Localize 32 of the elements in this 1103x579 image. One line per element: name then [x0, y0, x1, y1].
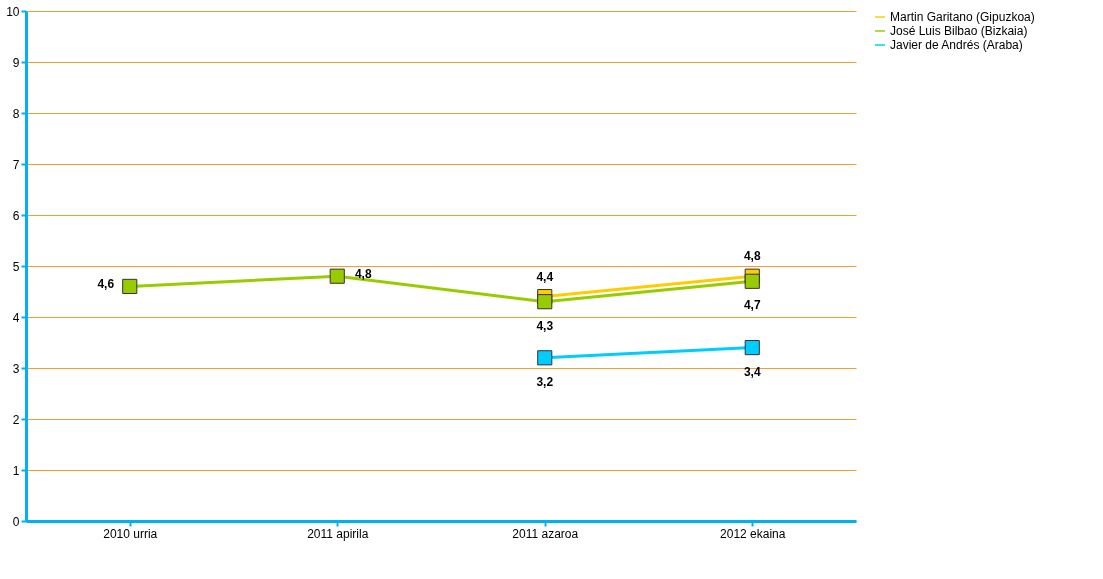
data-label: 4,7 [743, 298, 761, 313]
y-tick-label: 4 [12, 310, 20, 325]
point [744, 340, 760, 356]
x-tick-label: 2011 apirila [307, 526, 369, 541]
data-label: 3,2 [536, 374, 554, 389]
data-label: 3,4 [743, 364, 761, 379]
data-label: 4,6 [97, 277, 115, 292]
legend-label: Javier de Andrés (Araba) [890, 38, 1023, 52]
y-tick-label: 3 [12, 361, 20, 376]
point [537, 350, 553, 366]
y-tick-label: 7 [12, 157, 20, 172]
y-tick-label: 5 [12, 259, 20, 274]
y-tick-label: 9 [12, 55, 20, 70]
y-tick-label: 8 [12, 106, 20, 121]
point [744, 273, 760, 289]
x-tick-label: 2010 urria [103, 526, 158, 541]
legend-label: Martin Garitano (Gipuzkoa) [890, 10, 1035, 24]
point [329, 268, 345, 284]
y-tick-label: 10 [6, 4, 20, 19]
data-label: 4,3 [536, 318, 554, 333]
y-tick-label: 1 [12, 463, 20, 478]
x-tick-label: 2012 ekaina [720, 526, 786, 541]
data-label: 4,8 [354, 267, 372, 282]
point [537, 294, 553, 310]
y-tick-label: 0 [12, 514, 20, 529]
y-tick-label: 2 [12, 412, 20, 427]
point [122, 278, 138, 294]
y-tick-label: 6 [12, 208, 20, 223]
x-tick-label: 2011 azaroa [512, 526, 579, 541]
legend-label: José Luis Bilbao (Bizkaia) [890, 24, 1028, 38]
data-label: 4,4 [536, 269, 554, 284]
data-label: 4,8 [743, 249, 761, 264]
